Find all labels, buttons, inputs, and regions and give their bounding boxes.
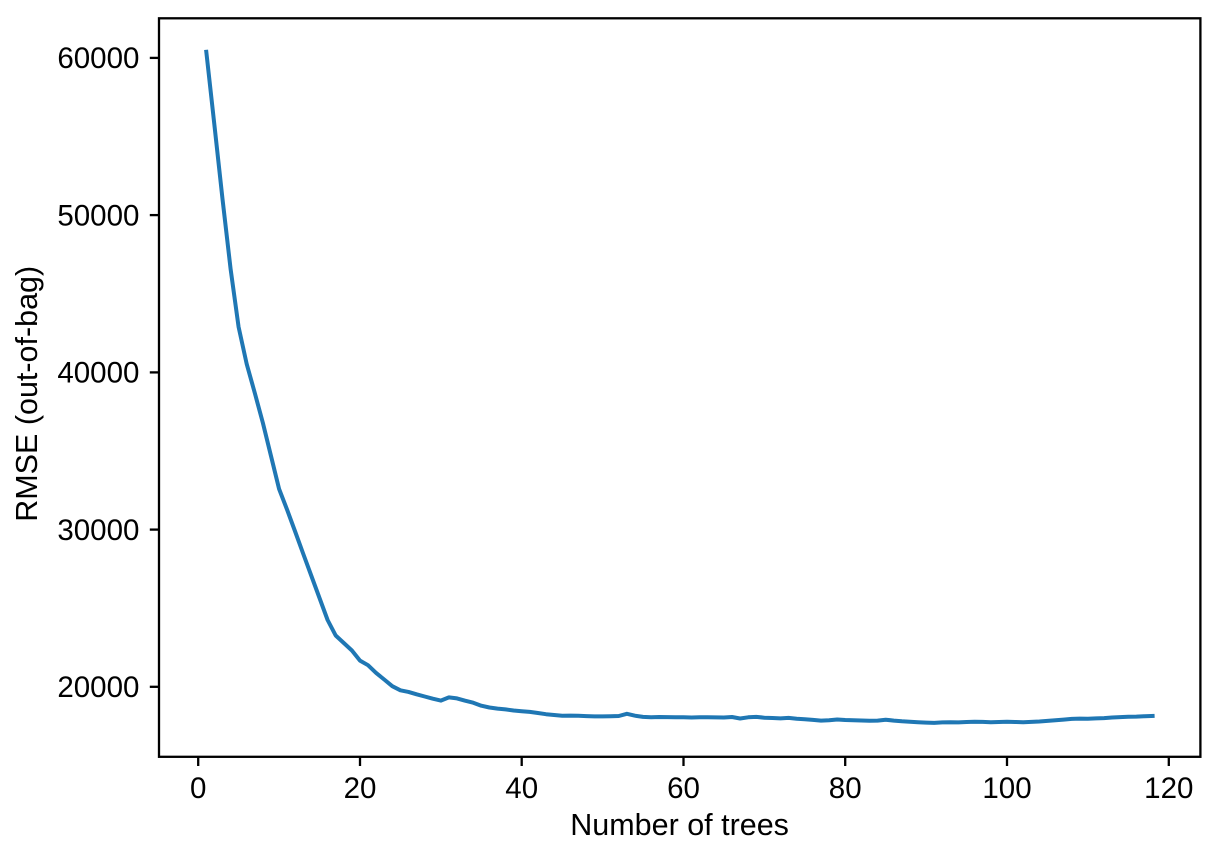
svg-text:RMSE (out-of-bag): RMSE (out-of-bag) <box>10 266 44 522</box>
svg-text:60: 60 <box>667 772 700 805</box>
svg-text:60000: 60000 <box>57 42 139 75</box>
svg-text:40: 40 <box>505 772 538 805</box>
svg-text:20: 20 <box>344 772 377 805</box>
svg-text:0: 0 <box>190 772 206 805</box>
svg-text:50000: 50000 <box>57 199 139 232</box>
svg-text:20000: 20000 <box>57 671 139 704</box>
svg-text:80: 80 <box>829 772 862 805</box>
svg-text:100: 100 <box>982 772 1031 805</box>
svg-text:Number of trees: Number of trees <box>570 808 789 842</box>
svg-text:120: 120 <box>1144 772 1193 805</box>
svg-text:40000: 40000 <box>57 357 139 390</box>
svg-text:30000: 30000 <box>57 514 139 547</box>
